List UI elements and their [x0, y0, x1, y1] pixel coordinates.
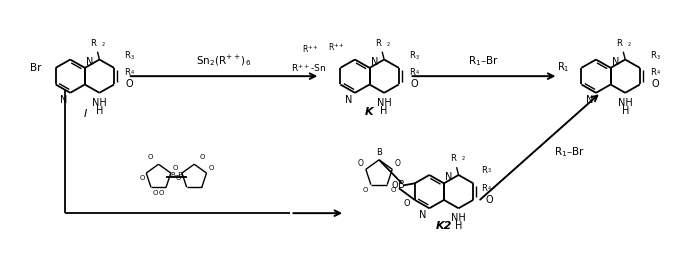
- Text: O: O: [209, 165, 214, 171]
- Text: N: N: [371, 57, 378, 67]
- Text: O: O: [394, 159, 400, 168]
- Text: $^2$: $^2$: [101, 42, 106, 48]
- Text: $^2$: $^2$: [628, 42, 632, 48]
- Text: $^4$: $^4$: [487, 185, 492, 191]
- Text: $_3$: $_3$: [487, 167, 492, 176]
- Text: O: O: [652, 80, 660, 90]
- Text: K2: K2: [436, 221, 452, 231]
- Text: R: R: [650, 51, 655, 60]
- Text: $^3$: $^3$: [415, 54, 419, 60]
- Text: O: O: [410, 80, 418, 90]
- Text: I: I: [83, 109, 87, 119]
- Text: $^3$: $^3$: [130, 54, 135, 60]
- Text: O: O: [392, 181, 398, 190]
- Text: N: N: [345, 95, 352, 105]
- Text: $^4$: $^4$: [130, 70, 135, 76]
- Text: NH: NH: [618, 98, 632, 108]
- Text: Br: Br: [30, 63, 42, 73]
- Text: H: H: [380, 105, 388, 116]
- Text: N: N: [445, 172, 452, 182]
- Text: H: H: [96, 105, 103, 116]
- Text: O: O: [358, 159, 364, 168]
- Text: $^2$: $^2$: [386, 42, 391, 48]
- Text: R$_1$–Br: R$_1$–Br: [468, 55, 499, 68]
- Text: R: R: [616, 39, 622, 48]
- Text: R: R: [450, 154, 456, 163]
- Text: R$^{++}$: R$^{++}$: [329, 41, 346, 53]
- Text: $_2$: $_2$: [461, 155, 466, 163]
- Text: O: O: [126, 80, 133, 90]
- Text: R$_1$–Br: R$_1$–Br: [554, 145, 586, 159]
- Text: R: R: [650, 68, 655, 77]
- Text: N: N: [611, 57, 619, 67]
- Text: O: O: [485, 195, 493, 205]
- Text: $^4$: $^4$: [415, 70, 419, 76]
- Text: O: O: [153, 190, 158, 196]
- Text: N: N: [586, 95, 593, 105]
- Text: NH: NH: [377, 98, 392, 108]
- Text: R: R: [124, 68, 130, 77]
- Text: O: O: [140, 175, 145, 181]
- Text: R$^{++}$-Sn: R$^{++}$-Sn: [291, 62, 327, 74]
- Text: NH: NH: [451, 213, 466, 223]
- Text: R: R: [409, 51, 415, 60]
- Text: O: O: [148, 154, 154, 160]
- Text: $^4$: $^4$: [655, 70, 660, 76]
- Text: Sn$_2$(R$^{++}$)$_6$: Sn$_2$(R$^{++}$)$_6$: [196, 54, 251, 68]
- Text: R$_1$: R$_1$: [557, 60, 570, 74]
- Text: H: H: [621, 105, 629, 116]
- Text: R: R: [124, 51, 130, 60]
- Text: O: O: [403, 199, 410, 208]
- Text: O: O: [362, 186, 368, 193]
- Text: K: K: [365, 107, 374, 117]
- Text: R$^{++}$: R$^{++}$: [302, 44, 318, 55]
- Text: B–B: B–B: [170, 172, 183, 178]
- Text: $^3$: $^3$: [655, 54, 660, 60]
- Text: O: O: [200, 154, 205, 160]
- Text: R: R: [91, 39, 96, 48]
- Text: R: R: [481, 184, 487, 193]
- Text: O: O: [158, 190, 164, 196]
- Text: B: B: [398, 180, 405, 190]
- Text: O: O: [390, 186, 396, 193]
- Text: N: N: [419, 210, 426, 220]
- Text: R: R: [409, 68, 415, 77]
- Text: N: N: [60, 95, 67, 105]
- Text: H: H: [455, 221, 462, 231]
- Text: B: B: [376, 148, 382, 157]
- Text: O: O: [173, 165, 178, 171]
- Text: R: R: [376, 39, 381, 48]
- Text: NH: NH: [92, 98, 107, 108]
- Text: O: O: [176, 175, 181, 181]
- Text: R: R: [481, 167, 487, 176]
- Text: N: N: [86, 57, 94, 67]
